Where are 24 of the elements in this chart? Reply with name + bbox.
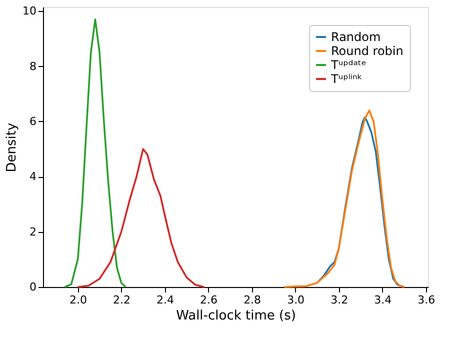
legend-label: Round robin xyxy=(331,44,404,58)
y-tick-label: 6 xyxy=(30,114,36,128)
y-tick-label: 8 xyxy=(30,60,36,73)
line-series xyxy=(76,148,205,288)
x-tick-label: 3.2 xyxy=(330,294,348,306)
y-axis-title: Density xyxy=(4,122,20,172)
x-tick-label: 2.2 xyxy=(113,294,131,306)
x-tick-label: 3.6 xyxy=(418,294,436,306)
y-tick-label: 10 xyxy=(22,4,36,18)
x-tick-label: 2.8 xyxy=(244,294,262,306)
legend-label: Tᵘᵖᵈᵃᵗᵉ xyxy=(330,58,366,72)
y-tick-label: 0 xyxy=(30,280,36,294)
x-tick-label: 3.4 xyxy=(374,294,392,306)
x-tick-label: 2.0 xyxy=(70,294,88,306)
x-tick-label: 2.4 xyxy=(156,294,174,306)
y-tick-label: 4 xyxy=(30,170,36,184)
x-tick-label: 2.6 xyxy=(200,294,218,306)
x-axis-title: Wall-clock time (s) xyxy=(176,308,296,324)
x-tick-label: 3.0 xyxy=(287,294,305,306)
legend-label: Tᵘᵖˡⁱⁿᵏ xyxy=(330,72,362,86)
y-tick-label: 2 xyxy=(30,225,36,238)
line-series xyxy=(64,18,127,288)
line-series xyxy=(284,110,405,288)
legend-label: Random xyxy=(331,30,381,44)
